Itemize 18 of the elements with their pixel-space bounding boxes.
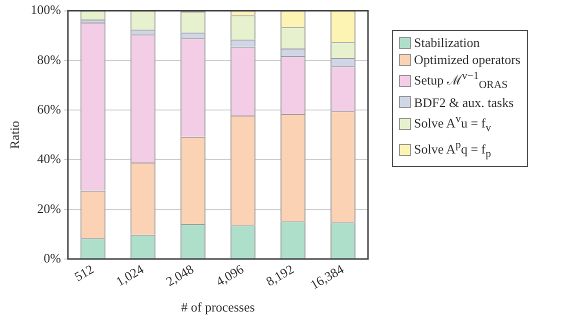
legend-label: Solve A$^{v}$u = f$_{v}$	[414, 112, 492, 136]
x-tick-label: 4,096	[213, 261, 247, 289]
x-tick-label: 2,048	[163, 261, 196, 289]
legend-label: Stabilization	[414, 34, 480, 51]
y-tick-label: 20%	[37, 200, 62, 216]
x-tick-label: 8,192	[263, 261, 296, 289]
y-tick-label: 0%	[44, 250, 62, 266]
x-axis-title: # of processes	[181, 300, 255, 315]
x-tick-label: 1,024	[113, 261, 147, 289]
x-tick-label: 512	[72, 261, 96, 284]
y-tick-label: 80%	[37, 52, 62, 67]
y-tick-label: 100%	[30, 2, 62, 18]
legend-label: Solve A$^{p}$q = f$_{p}$	[414, 138, 492, 162]
y-tick-label: 40%	[37, 151, 62, 166]
y-axis-title: Ratio	[7, 120, 22, 149]
legend-label: Optimized operators	[414, 51, 520, 68]
y-tick-label: 60%	[37, 102, 62, 117]
legend-label: BDF2 & aux. tasks	[414, 94, 514, 111]
